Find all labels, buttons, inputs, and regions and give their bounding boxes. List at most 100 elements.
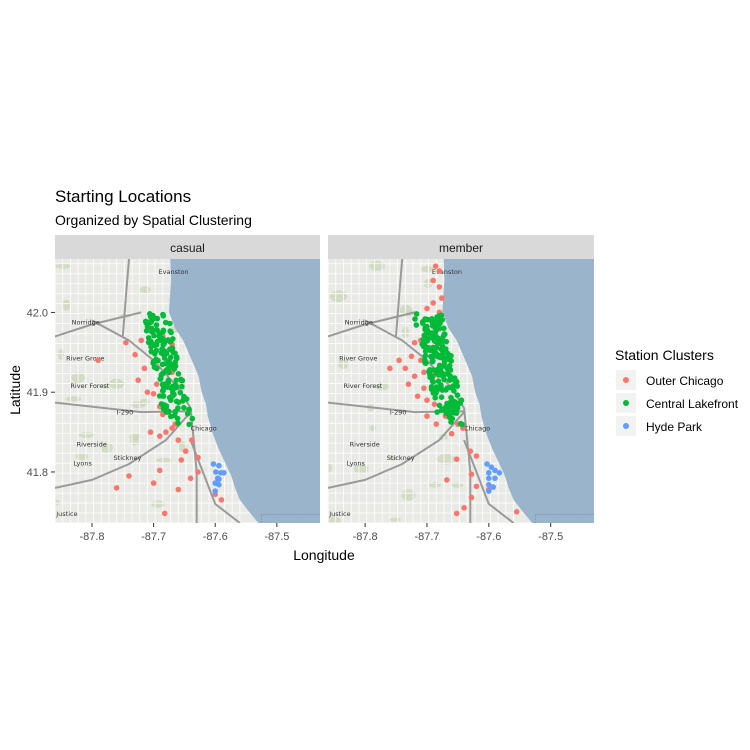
point-central-lakefront bbox=[175, 420, 181, 427]
point-outer-chicago bbox=[436, 284, 443, 290]
park-area bbox=[353, 464, 369, 474]
map-place-label: Lyons bbox=[347, 460, 366, 468]
points-casual bbox=[95, 311, 227, 517]
map-place-label: Norridge bbox=[72, 318, 100, 326]
point-hyde-park bbox=[221, 470, 227, 476]
point-central-lakefront bbox=[445, 405, 452, 412]
point-outer-chicago bbox=[153, 381, 160, 388]
park-area bbox=[138, 398, 150, 406]
point-hyde-park bbox=[213, 469, 219, 475]
point-central-lakefront bbox=[444, 371, 450, 377]
point-central-lakefront bbox=[168, 397, 174, 404]
point-outer-chicago bbox=[218, 497, 225, 503]
park-area bbox=[388, 455, 398, 461]
park-area bbox=[101, 382, 110, 389]
point-central-lakefront bbox=[448, 376, 455, 382]
point-outer-chicago bbox=[150, 480, 157, 486]
highway bbox=[55, 411, 192, 489]
point-outer-chicago bbox=[178, 457, 185, 463]
point-central-lakefront bbox=[186, 421, 192, 428]
point-central-lakefront bbox=[444, 350, 451, 357]
point-central-lakefront bbox=[431, 338, 438, 345]
point-central-lakefront bbox=[175, 399, 182, 406]
point-central-lakefront bbox=[437, 369, 444, 376]
point-central-lakefront bbox=[412, 316, 418, 322]
map-place-label: Chicago bbox=[191, 424, 217, 432]
point-central-lakefront bbox=[179, 383, 185, 390]
point-hyde-park bbox=[486, 488, 492, 494]
point-outer-chicago bbox=[405, 381, 412, 388]
point-central-lakefront bbox=[151, 364, 158, 371]
park-area bbox=[329, 290, 348, 302]
point-central-lakefront bbox=[181, 404, 187, 411]
point-outer-chicago bbox=[453, 456, 460, 463]
point-central-lakefront bbox=[421, 357, 428, 363]
point-central-lakefront bbox=[419, 341, 426, 348]
point-central-lakefront bbox=[144, 323, 151, 329]
point-central-lakefront bbox=[163, 408, 169, 415]
point-outer-chicago bbox=[157, 433, 163, 439]
point-central-lakefront bbox=[440, 350, 447, 357]
point-central-lakefront bbox=[171, 412, 178, 419]
point-outer-chicago bbox=[195, 454, 201, 461]
x-tick-label: -87.5 bbox=[538, 531, 563, 543]
map-place-label: Justice bbox=[328, 510, 350, 518]
point-central-lakefront bbox=[441, 331, 448, 337]
point-outer-chicago bbox=[468, 471, 475, 478]
point-central-lakefront bbox=[172, 350, 178, 357]
point-outer-chicago bbox=[453, 510, 460, 517]
point-outer-chicago bbox=[411, 339, 418, 346]
point-central-lakefront bbox=[440, 406, 446, 413]
point-central-lakefront bbox=[438, 382, 444, 388]
point-central-lakefront bbox=[421, 332, 428, 339]
point-central-lakefront bbox=[151, 315, 157, 321]
strip-member-label: member bbox=[439, 241, 483, 255]
point-outer-chicago bbox=[430, 277, 437, 284]
highway bbox=[189, 439, 241, 523]
point-central-lakefront bbox=[153, 322, 160, 328]
point-central-lakefront bbox=[175, 371, 182, 377]
map-place-label: River Forest bbox=[343, 382, 382, 390]
park-area bbox=[328, 463, 333, 473]
point-central-lakefront bbox=[429, 320, 436, 327]
highway bbox=[328, 411, 465, 489]
point-central-lakefront bbox=[437, 315, 443, 322]
point-central-lakefront bbox=[430, 367, 437, 373]
park-area bbox=[55, 263, 72, 269]
map-place-label: River Grove bbox=[66, 354, 104, 362]
point-central-lakefront bbox=[458, 397, 465, 404]
strip-casual-label: casual bbox=[170, 241, 205, 255]
point-outer-chicago bbox=[157, 467, 163, 474]
map-place-label: Riverside bbox=[350, 440, 380, 448]
point-outer-chicago bbox=[436, 268, 443, 274]
legend-label-central-lakefront: Central Lakefront bbox=[646, 397, 739, 411]
x-tick-label: -87.6 bbox=[203, 531, 228, 543]
park-area bbox=[65, 396, 82, 402]
park-area bbox=[57, 348, 65, 361]
point-central-lakefront bbox=[148, 348, 155, 355]
point-central-lakefront bbox=[184, 411, 191, 417]
park-area bbox=[369, 425, 376, 432]
points-member bbox=[387, 263, 520, 517]
x-tick-label: -87.6 bbox=[476, 531, 501, 543]
park-area bbox=[388, 517, 401, 523]
point-central-lakefront bbox=[160, 329, 166, 335]
map-place-label: Evanston bbox=[159, 268, 189, 276]
park-area bbox=[401, 489, 416, 501]
map-place-label: Riverside bbox=[77, 440, 107, 448]
park-area bbox=[155, 457, 173, 463]
point-central-lakefront bbox=[413, 311, 420, 317]
highway bbox=[395, 259, 404, 337]
point-central-lakefront bbox=[457, 420, 464, 427]
point-central-lakefront bbox=[444, 365, 450, 372]
point-outer-chicago bbox=[433, 421, 440, 427]
point-hyde-park bbox=[210, 461, 217, 467]
map-place-label: Stickney bbox=[114, 454, 142, 462]
point-central-lakefront bbox=[159, 346, 165, 352]
point-hyde-park bbox=[486, 470, 492, 476]
point-central-lakefront bbox=[160, 342, 166, 348]
point-outer-chicago bbox=[175, 437, 182, 443]
point-outer-chicago bbox=[473, 483, 480, 490]
point-central-lakefront bbox=[166, 369, 172, 376]
point-hyde-park bbox=[492, 467, 498, 474]
